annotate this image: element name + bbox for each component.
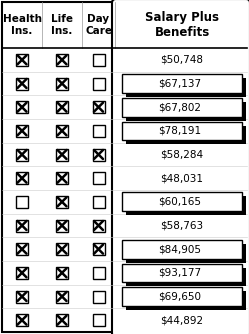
Bar (56, 291, 68, 303)
Bar (16, 125, 28, 137)
Bar (56, 149, 68, 161)
Bar (16, 149, 28, 161)
Bar (16, 219, 28, 231)
Bar (56, 172, 68, 184)
Bar (92, 149, 105, 161)
Text: $60,165: $60,165 (159, 197, 201, 207)
Text: $93,177: $93,177 (158, 268, 201, 278)
Bar (56, 77, 68, 90)
Bar (56, 125, 68, 137)
Bar (92, 172, 105, 184)
Text: $67,137: $67,137 (158, 78, 201, 89)
Bar (126, 196, 246, 215)
Text: Life
Ins.: Life Ins. (51, 14, 73, 36)
Text: $78,191: $78,191 (158, 126, 201, 136)
Bar (126, 126, 246, 144)
Text: $69,650: $69,650 (159, 292, 201, 302)
Text: Day
Care: Day Care (85, 14, 112, 36)
Bar (92, 291, 105, 303)
Bar (56, 196, 68, 208)
Bar (126, 268, 246, 286)
Bar (56, 267, 68, 279)
Text: $67,802: $67,802 (159, 102, 201, 112)
Text: $58,763: $58,763 (160, 220, 204, 230)
Bar (122, 287, 242, 306)
Text: $50,748: $50,748 (161, 55, 203, 65)
Bar (92, 267, 105, 279)
Bar (56, 314, 68, 326)
Text: $44,892: $44,892 (160, 315, 204, 325)
FancyBboxPatch shape (112, 0, 249, 334)
Bar (92, 219, 105, 231)
Bar (16, 196, 28, 208)
Bar (122, 264, 242, 282)
Bar (16, 172, 28, 184)
Bar (92, 54, 105, 66)
Bar (16, 267, 28, 279)
Text: $84,905: $84,905 (159, 244, 201, 254)
Bar (92, 243, 105, 255)
Bar (16, 314, 28, 326)
Bar (122, 122, 242, 140)
Bar (56, 54, 68, 66)
Bar (56, 243, 68, 255)
Bar (56, 219, 68, 231)
Bar (122, 98, 242, 117)
Bar (92, 125, 105, 137)
Bar (16, 101, 28, 113)
Bar (92, 101, 105, 113)
Text: $58,284: $58,284 (160, 150, 204, 160)
Bar (92, 77, 105, 90)
Bar (16, 291, 28, 303)
Bar (126, 78, 246, 97)
Text: Salary Plus
Benefits: Salary Plus Benefits (145, 11, 219, 39)
Bar (16, 77, 28, 90)
Bar (126, 102, 246, 121)
Bar (126, 244, 246, 263)
Text: Health
Ins.: Health Ins. (2, 14, 42, 36)
Bar (16, 243, 28, 255)
Bar (56, 101, 68, 113)
Bar (122, 240, 242, 259)
Bar (92, 314, 105, 326)
Text: $48,031: $48,031 (161, 173, 203, 183)
Bar (16, 54, 28, 66)
Bar (122, 74, 242, 93)
Bar (126, 291, 246, 310)
Bar (92, 196, 105, 208)
Bar (122, 192, 242, 211)
